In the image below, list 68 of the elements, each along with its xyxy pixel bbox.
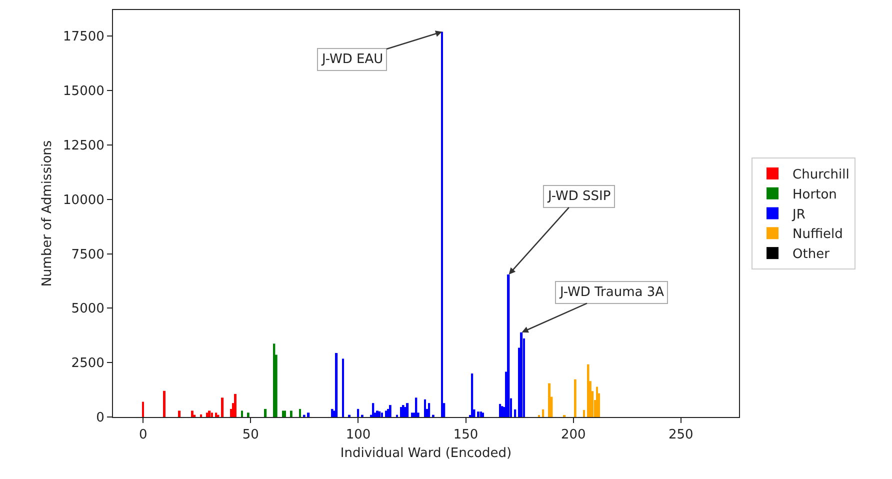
bar	[241, 410, 243, 417]
bar	[307, 412, 310, 417]
bar	[284, 410, 286, 417]
x-axis-title: Individual Ward (Encoded)	[340, 446, 512, 462]
bar	[415, 398, 418, 417]
bar	[514, 409, 516, 417]
x-tick-label: 50	[242, 428, 259, 443]
bar	[178, 410, 181, 417]
legend-label: JR	[792, 207, 806, 222]
bar	[215, 412, 218, 417]
x-tick-label: 100	[346, 428, 371, 443]
bar	[428, 403, 430, 417]
bar	[424, 399, 426, 417]
bar	[471, 373, 474, 417]
y-tick-label: 12500	[63, 138, 104, 154]
bar	[411, 412, 413, 417]
x-tick-label: 200	[560, 428, 586, 443]
y-tick-label: 2500	[71, 356, 104, 372]
bar	[477, 412, 480, 417]
legend-label: Nuffield	[792, 227, 843, 242]
bar	[191, 410, 194, 417]
y-tick-label: 7500	[71, 247, 104, 262]
bar	[387, 408, 390, 417]
bar	[163, 390, 166, 417]
bar	[499, 404, 502, 417]
bar	[342, 358, 344, 417]
bar	[389, 405, 392, 417]
y-tick-label: 15000	[63, 84, 104, 100]
bar	[381, 412, 383, 417]
bar	[482, 412, 484, 417]
legend-label: Churchill	[792, 168, 850, 183]
annotation: J-WD SSIP	[547, 189, 611, 204]
y-tick-label: 10000	[63, 192, 104, 208]
bar	[200, 414, 202, 417]
bar	[273, 344, 276, 417]
bar	[583, 410, 585, 417]
bar	[282, 410, 284, 417]
bar	[596, 386, 598, 417]
legend-label: Other	[792, 247, 830, 262]
y-tick-label: 0	[96, 410, 104, 426]
bar	[221, 398, 224, 417]
bar	[372, 403, 374, 417]
x-tick-label: 250	[668, 428, 694, 443]
x-tick-label: 0	[138, 428, 148, 443]
y-tick-label: 5000	[71, 302, 104, 317]
bar	[208, 410, 211, 417]
bar	[574, 379, 576, 417]
bar	[542, 409, 544, 417]
bar	[234, 394, 236, 417]
x-tick-label: 150	[453, 428, 478, 443]
y-tick-label: 17500	[63, 30, 104, 45]
bar	[378, 411, 381, 417]
bar	[211, 412, 213, 417]
bar	[406, 403, 409, 417]
bar	[587, 364, 590, 417]
bar	[400, 406, 402, 417]
bar	[480, 412, 482, 417]
y-axis-title: Number of Admissions	[40, 140, 55, 287]
bar	[290, 410, 292, 417]
bar	[357, 408, 360, 417]
annotation: J-WD EAU	[321, 52, 384, 67]
annotation: J-WD Trauma 3A	[559, 285, 664, 300]
legend-label: Horton	[792, 187, 837, 202]
bar	[264, 408, 267, 417]
bar	[299, 408, 302, 417]
bar	[335, 353, 338, 417]
bar	[247, 412, 250, 417]
bar	[142, 402, 144, 417]
